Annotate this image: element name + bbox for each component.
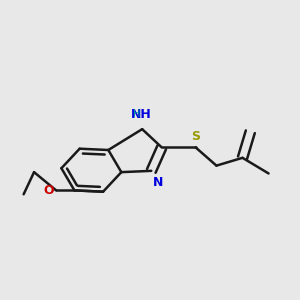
Text: NH: NH — [130, 108, 151, 121]
Text: O: O — [44, 184, 54, 197]
Text: N: N — [153, 176, 163, 189]
Text: H: H — [133, 109, 141, 119]
Text: S: S — [191, 130, 200, 143]
